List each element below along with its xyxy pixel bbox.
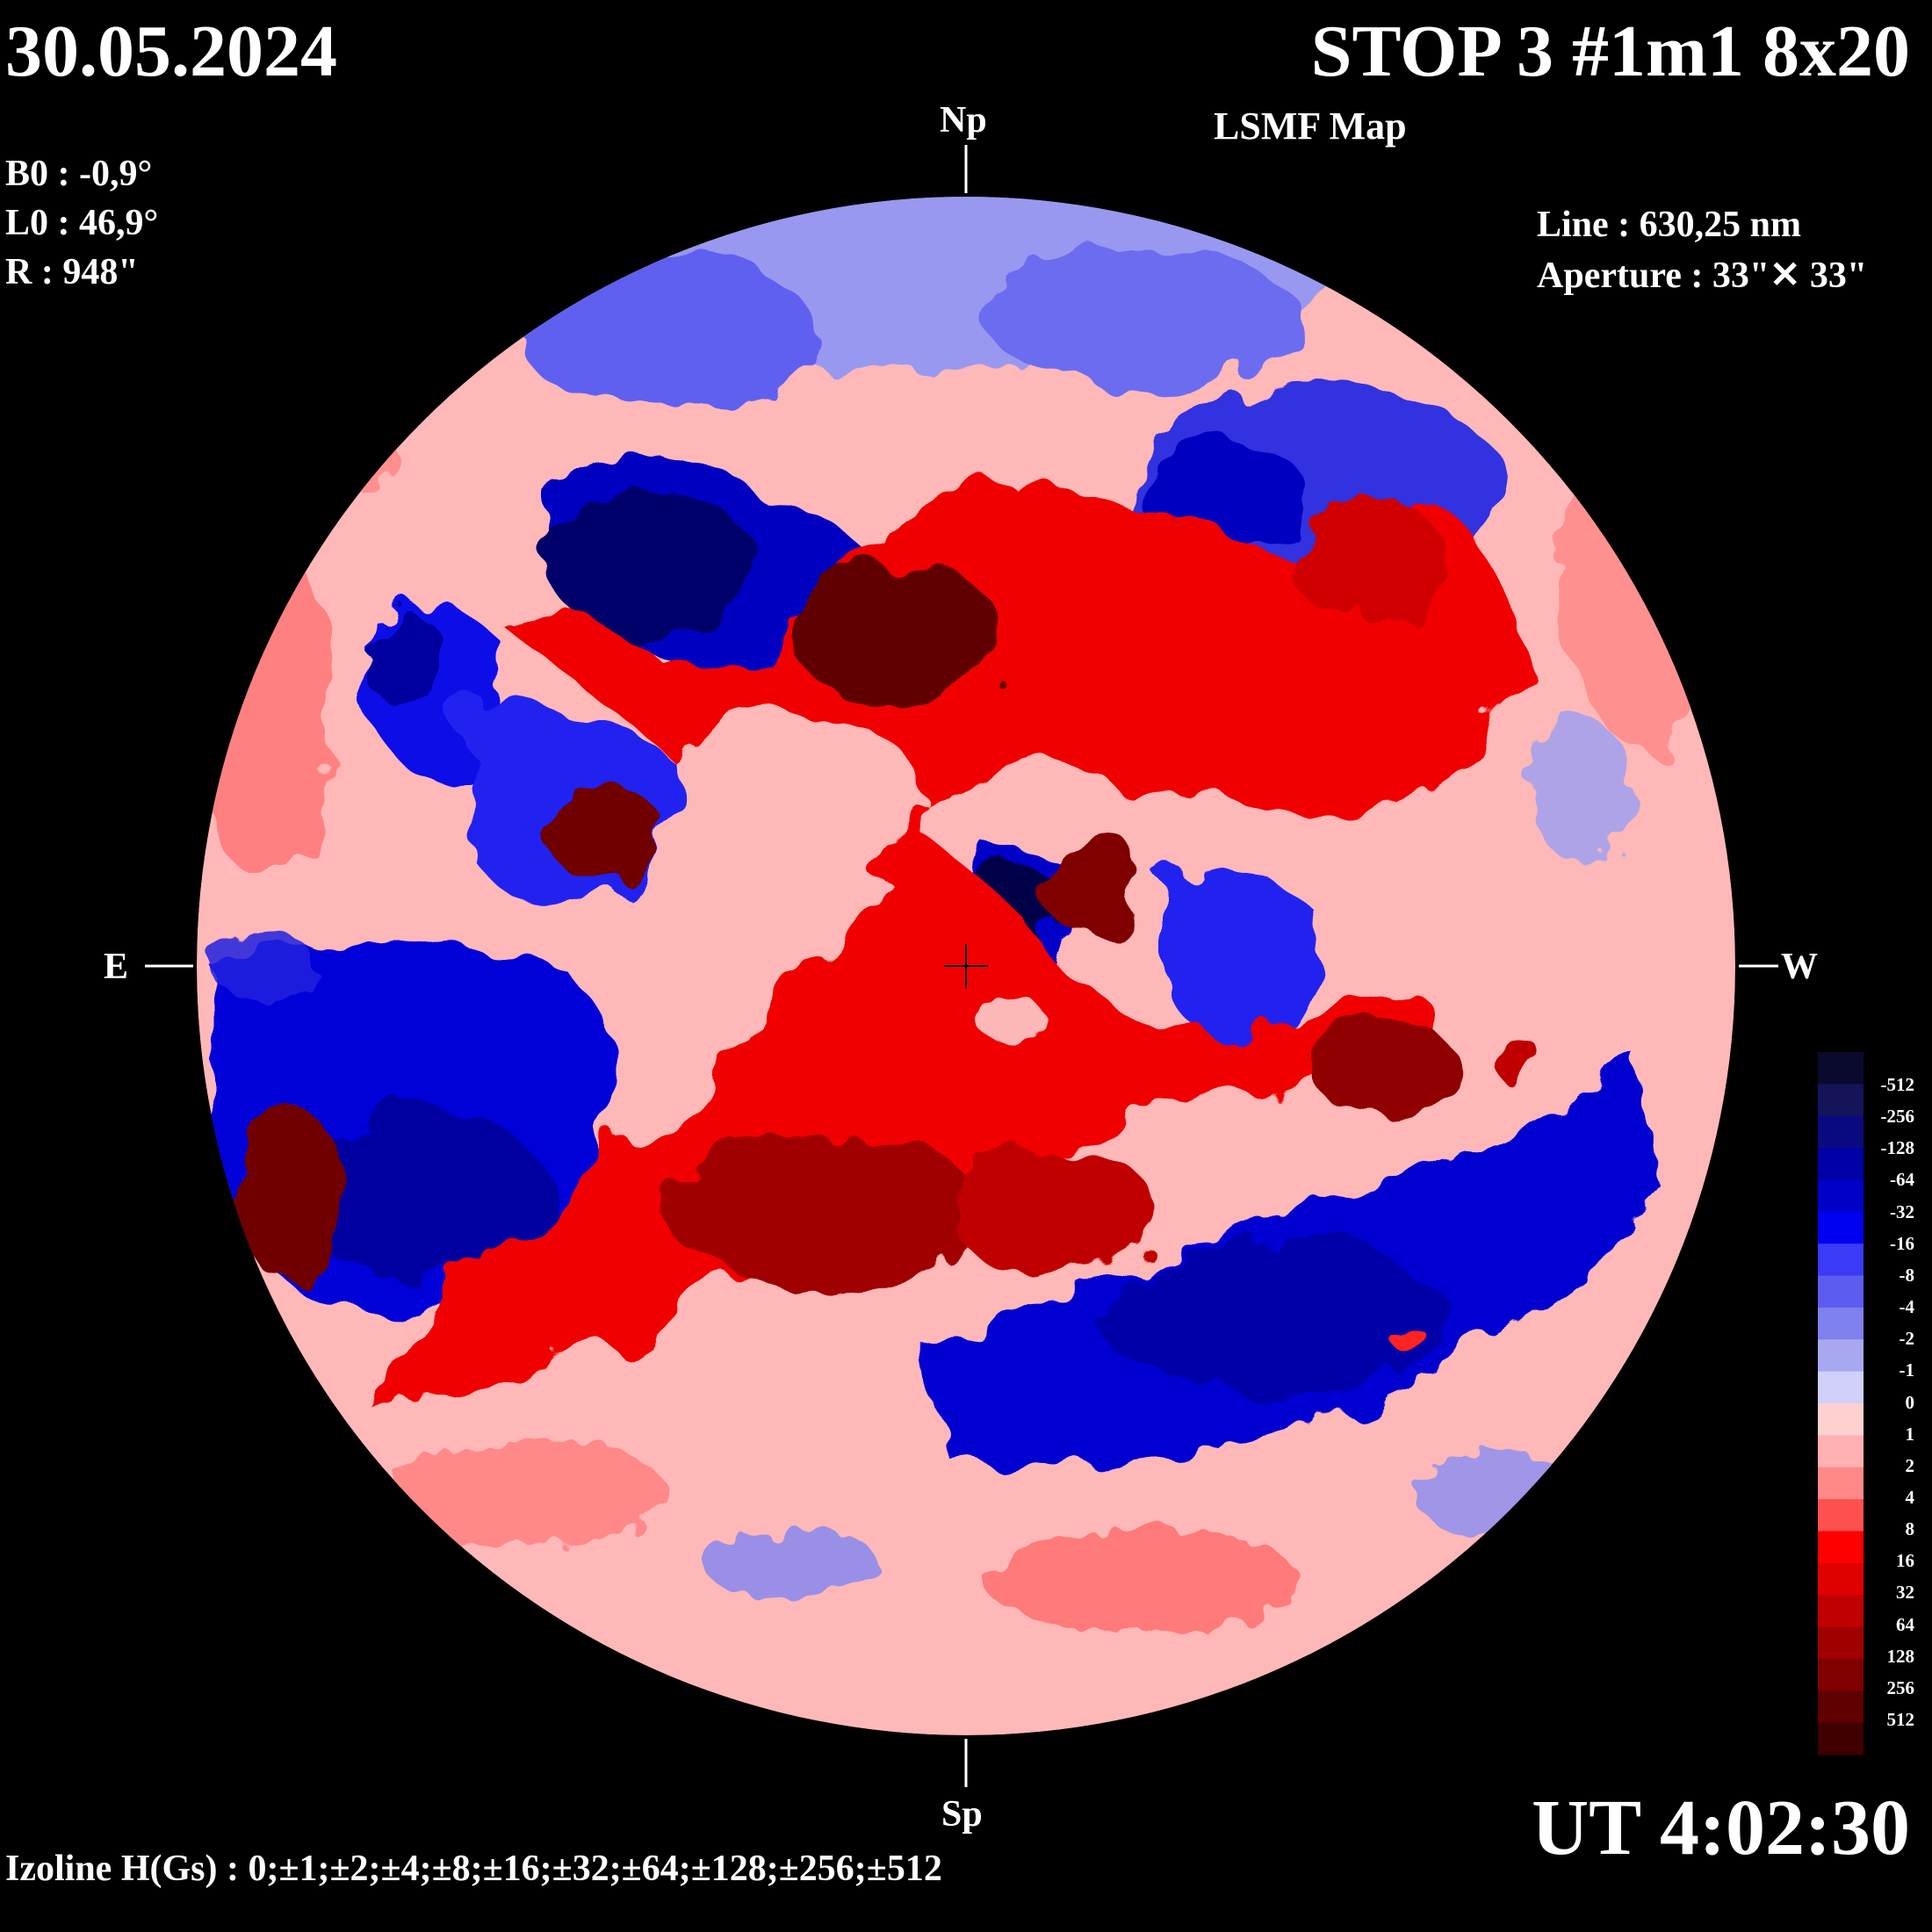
param-radius: R : 948" (5, 252, 139, 292)
observation-title: STOP 3 #1m1 8x20 (1310, 11, 1910, 92)
colorbar-swatch (1818, 1052, 1864, 1085)
colorbar-swatch (1818, 1339, 1864, 1373)
colorbar-level-label: -2 (1899, 1328, 1915, 1350)
colorbar-level-label: -16 (1890, 1232, 1914, 1254)
colorbar-swatch (1818, 1626, 1864, 1660)
colorbar-level-label: 32 (1896, 1582, 1914, 1604)
colorbar-swatch (1818, 1658, 1864, 1691)
center-crosshair (944, 944, 988, 988)
colorbar-level-label: 512 (1886, 1709, 1915, 1730)
colorbar-swatch (1818, 1179, 1864, 1213)
map-type-label: LSMF Map (1214, 105, 1407, 148)
axis-ticks (145, 145, 1778, 1787)
colorbar-swatch (1818, 1115, 1864, 1149)
izoline-legend: Izoline H(Gs) : 0;±1;±2;±4;±8;±16;±32;±6… (5, 1849, 942, 1889)
colorbar-swatch (1818, 1403, 1864, 1436)
colorbar-level-label: -64 (1890, 1169, 1914, 1191)
observation-date: 30.05.2024 (5, 11, 337, 92)
north-pole-label: Np (940, 100, 987, 141)
colorbar-swatch (1818, 1275, 1864, 1308)
colorbar-level-label: 1 (1905, 1423, 1915, 1445)
colorbar-swatch (1818, 1435, 1864, 1468)
colorbar-swatch (1818, 1499, 1864, 1532)
colorbar-level-label: 2 (1905, 1454, 1915, 1476)
colorbar-swatch (1818, 1531, 1864, 1564)
colorbar-level-label: 64 (1896, 1613, 1914, 1635)
colorbar-level-label: 4 (1905, 1486, 1915, 1508)
magnetic-field-map (197, 197, 1735, 1735)
colorbar-level-label: 128 (1886, 1645, 1915, 1667)
colorbar-level-label: 0 (1905, 1391, 1915, 1413)
param-l0: L0 : 46,9° (5, 203, 159, 243)
ut-time: UT 4:02:30 (1532, 1784, 1910, 1871)
colorbar-level-label: -8 (1899, 1264, 1915, 1286)
colorbar (1818, 1052, 1864, 1755)
colorbar-level-label: -1 (1899, 1359, 1915, 1381)
colorbar-swatch (1818, 1722, 1864, 1755)
colorbar-swatch (1818, 1084, 1864, 1117)
colorbar-level-label: -256 (1880, 1106, 1915, 1128)
colorbar-swatch (1818, 1595, 1864, 1628)
colorbar-level-label: 16 (1896, 1550, 1914, 1572)
colorbar-level-label: -512 (1880, 1074, 1915, 1095)
colorbar-level-label: -128 (1880, 1137, 1915, 1159)
south-pole-label: Sp (941, 1794, 983, 1835)
west-label: W (1781, 947, 1818, 987)
colorbar-swatch (1818, 1307, 1864, 1340)
colorbar-level-label: 256 (1886, 1676, 1915, 1698)
colorbar-swatch (1818, 1211, 1864, 1244)
east-label: E (104, 947, 129, 987)
colorbar-swatch (1818, 1467, 1864, 1500)
aperture-label: Aperture : 33"✕ 33" (1537, 256, 1868, 296)
colorbar-level-label: 8 (1905, 1518, 1915, 1540)
spectral-line: Line : 630,25 nm (1537, 205, 1802, 245)
param-b0: B0 : -0,9° (5, 154, 153, 194)
colorbar-swatch (1818, 1562, 1864, 1596)
colorbar-swatch (1818, 1244, 1864, 1277)
colorbar-swatch (1818, 1371, 1864, 1404)
colorbar-swatch (1818, 1690, 1864, 1724)
colorbar-level-label: -32 (1890, 1200, 1914, 1222)
colorbar-level-label: -4 (1899, 1296, 1915, 1318)
colorbar-swatch (1818, 1148, 1864, 1180)
